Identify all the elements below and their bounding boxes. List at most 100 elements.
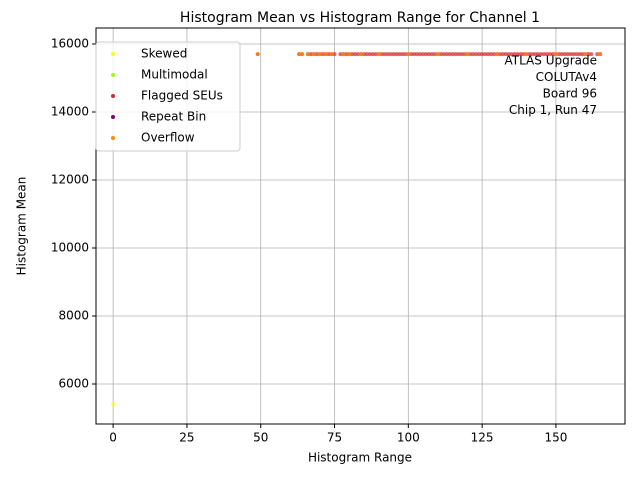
legend-box — [95, 41, 241, 152]
point — [553, 52, 558, 57]
point — [494, 52, 499, 57]
point — [577, 52, 582, 57]
y-tick-label: 14000 — [51, 104, 89, 118]
point — [370, 52, 375, 57]
y-tick-label: 16000 — [51, 36, 89, 50]
point — [385, 52, 390, 57]
point — [403, 52, 408, 57]
legend-marker — [111, 115, 115, 119]
y-tick-label: 12000 — [51, 172, 89, 186]
x-tick-label: 75 — [327, 431, 342, 445]
point — [317, 52, 322, 57]
plot-frame — [95, 27, 626, 425]
point — [308, 52, 313, 57]
point — [353, 52, 358, 57]
point — [539, 52, 544, 57]
point — [556, 52, 561, 57]
x-tick-label: 100 — [397, 431, 420, 445]
y-tick-label: 8000 — [58, 309, 89, 323]
point — [329, 52, 334, 57]
point — [344, 52, 349, 57]
point — [297, 52, 302, 57]
point — [524, 52, 529, 57]
point — [542, 52, 547, 57]
point — [486, 52, 491, 57]
legend-label: Repeat Bin — [141, 110, 206, 124]
point — [548, 52, 553, 57]
point — [421, 52, 426, 57]
point — [406, 52, 411, 57]
point — [359, 52, 364, 57]
point — [415, 52, 420, 57]
point — [536, 52, 541, 57]
legend-marker — [111, 52, 115, 56]
legend-label: Multimodal — [141, 68, 208, 82]
point — [465, 52, 470, 57]
point — [583, 52, 588, 57]
point — [497, 52, 502, 57]
x-tick-label: 25 — [179, 431, 194, 445]
point — [571, 52, 576, 57]
point — [568, 52, 573, 57]
point — [477, 52, 482, 57]
point — [382, 52, 387, 57]
chart-title: Histogram Mean vs Histogram Range for Ch… — [180, 10, 540, 26]
legend-marker — [111, 136, 115, 140]
point — [444, 52, 449, 57]
point — [474, 52, 479, 57]
point — [450, 52, 455, 57]
point — [362, 52, 367, 57]
point — [483, 52, 488, 57]
point — [391, 52, 396, 57]
point — [545, 52, 550, 57]
point — [491, 52, 496, 57]
point — [326, 52, 331, 57]
point — [506, 52, 511, 57]
point — [435, 52, 440, 57]
point — [429, 52, 434, 57]
point — [397, 52, 402, 57]
legend-label: Overflow — [141, 131, 195, 145]
point — [418, 52, 423, 57]
point — [500, 52, 505, 57]
point — [409, 52, 414, 57]
point — [320, 52, 325, 57]
point — [580, 52, 585, 57]
annotation: ATLAS Upgrade — [504, 54, 597, 68]
point — [480, 52, 485, 57]
point — [111, 402, 116, 407]
annotation: Chip 1, Run 47 — [509, 103, 597, 117]
point — [426, 52, 431, 57]
x-tick-label: 150 — [544, 431, 567, 445]
point — [512, 52, 517, 57]
y-axis-label: Histogram Mean — [15, 177, 29, 276]
x-axis-label: Histogram Range — [308, 451, 412, 465]
legend-label: Skewed — [141, 47, 187, 61]
point — [300, 52, 305, 57]
point — [323, 52, 328, 57]
point — [314, 52, 319, 57]
point — [376, 52, 381, 57]
legend-marker — [111, 94, 115, 98]
legend-marker — [111, 73, 115, 77]
point — [400, 52, 405, 57]
point — [574, 52, 579, 57]
x-tick-label: 125 — [471, 431, 494, 445]
point — [518, 52, 523, 57]
point — [462, 52, 467, 57]
point — [438, 52, 443, 57]
point — [373, 52, 378, 57]
point — [530, 52, 535, 57]
point — [559, 52, 564, 57]
point — [424, 52, 429, 57]
point — [565, 52, 570, 57]
point — [394, 52, 399, 57]
point — [562, 52, 567, 57]
point — [447, 52, 452, 57]
point — [412, 52, 417, 57]
point — [305, 52, 310, 57]
point — [456, 52, 461, 57]
point — [471, 52, 476, 57]
point — [341, 52, 346, 57]
